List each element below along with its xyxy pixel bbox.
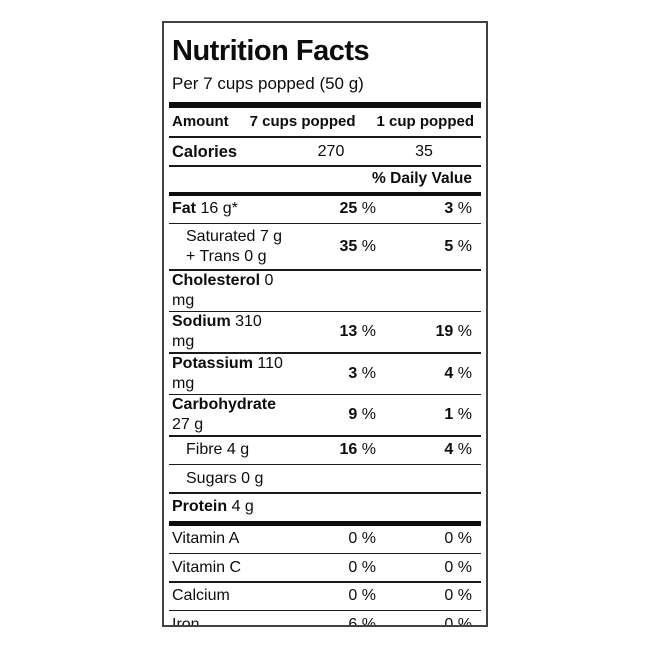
percent-value: 4 % — [444, 441, 472, 458]
nutrient-name: Fibre 4 g — [186, 441, 250, 458]
calories-label: Calories — [172, 142, 238, 161]
percent-value: 35 % — [339, 237, 376, 255]
nutrient-row: Sodium 310 mg 13 % 19 % — [164, 312, 486, 352]
nutrient-name: Potassium 110 mg — [172, 354, 283, 392]
percent-value: 25 % — [339, 200, 376, 217]
nutrient-row: Vitamin A 0 % 0 % — [164, 526, 486, 553]
separator-thin — [169, 222, 481, 224]
separator-thin — [169, 435, 481, 437]
percent-value: 0 % — [444, 587, 472, 604]
separator-thin — [169, 492, 481, 494]
nutrient-row: Potassium 110 mg 3 % 4 % — [164, 354, 486, 394]
serving-size: Per 7 cups popped (50 g) — [172, 74, 364, 93]
nutrient-name: Saturated 7 g + Trans 0 g — [186, 227, 283, 265]
nutrient-name: Sodium 310 mg — [172, 313, 262, 350]
percent-value: 0 % — [444, 615, 472, 627]
percent-value: 3 % — [348, 364, 376, 382]
separator-thin — [169, 609, 481, 611]
separator-thin — [169, 393, 481, 395]
percent-value: 4 % — [444, 364, 472, 382]
separator-thin — [169, 136, 481, 138]
nutrient-row: Cholesterol 0 mg — [164, 271, 486, 311]
daily-value-heading: % Daily Value — [372, 169, 472, 187]
separator-thin — [169, 310, 481, 312]
nutrient-row: Vitamin C 0 % 0 % — [164, 554, 486, 581]
separator-thick — [169, 520, 481, 526]
percent-value: 0 % — [444, 530, 472, 547]
percent-value: 1 % — [444, 406, 472, 423]
nutrient-name: Sugars 0 g — [186, 469, 264, 487]
separator-thin — [169, 269, 481, 271]
nutrient-name: Vitamin C — [172, 558, 242, 576]
nutrient-name: Carbohydrate 27 g — [172, 396, 277, 433]
nutrient-row: Sugars 0 g — [164, 465, 486, 492]
nutrient-row: Iron 6 % 0 % — [164, 611, 486, 627]
percent-value: 0 % — [444, 558, 472, 576]
nutrient-row: Saturated 7 g + Trans 0 g 35 % 5 % — [164, 224, 486, 269]
header-col-1cup: 1 cup popped — [376, 113, 475, 130]
percent-value: 0 % — [348, 587, 376, 604]
nutrient-name: Calcium — [172, 587, 230, 604]
percent-value: 0 % — [348, 530, 376, 547]
separator-thin — [169, 165, 481, 167]
nutrient-row: Fat 16 g* 25 % 3 % — [164, 196, 486, 223]
nutrient-row: Protein 4 g — [164, 494, 486, 521]
separator-thin — [169, 463, 481, 465]
percent-value: 9 % — [348, 406, 376, 423]
calories-row: Calories 270 35 — [164, 138, 486, 165]
nutrient-name: Fat 16 g* — [172, 200, 238, 217]
percent-value: 6 % — [348, 615, 376, 627]
separator-thin — [169, 552, 481, 554]
nutrition-facts-label: Nutrition Facts Per 7 cups popped (50 g)… — [162, 21, 488, 627]
label-title: Nutrition Facts — [172, 35, 370, 67]
percent-value: 16 % — [339, 441, 376, 458]
separator-thick-top — [169, 102, 481, 108]
nutrient-name: Iron — [172, 615, 200, 627]
nutrient-name: Cholesterol 0 mg — [172, 271, 274, 309]
separator-thin — [169, 581, 481, 583]
nutrient-row: Calcium 0 % 0 % — [164, 583, 486, 610]
percent-value: 3 % — [444, 200, 472, 217]
nutrient-row: Carbohydrate 27 g 9 % 1 % — [164, 395, 486, 435]
separator-thick — [169, 191, 481, 196]
nutrient-name: Protein 4 g — [172, 498, 254, 515]
calories-1cup-value: 35 — [415, 142, 433, 160]
column-header-row: Amount 7 cups popped 1 cup popped — [164, 108, 486, 136]
nutrient-rows: Fat 16 g* 25 % 3 % Saturated 7 g + Trans 0 g… — [164, 196, 486, 627]
percent-value: 5 % — [444, 237, 472, 255]
separator-thin — [169, 352, 481, 354]
percent-value: 19 % — [435, 323, 472, 340]
nutrient-name: Vitamin A — [172, 530, 240, 547]
percent-value: 0 % — [348, 558, 376, 576]
nutrient-row: Fibre 4 g 16 % 4 % — [164, 437, 486, 464]
header-amount: Amount — [172, 113, 229, 130]
header-col-7cups: 7 cups popped — [249, 113, 356, 130]
percent-value: 13 % — [339, 323, 376, 340]
calories-7cups-value: 270 — [317, 142, 345, 160]
